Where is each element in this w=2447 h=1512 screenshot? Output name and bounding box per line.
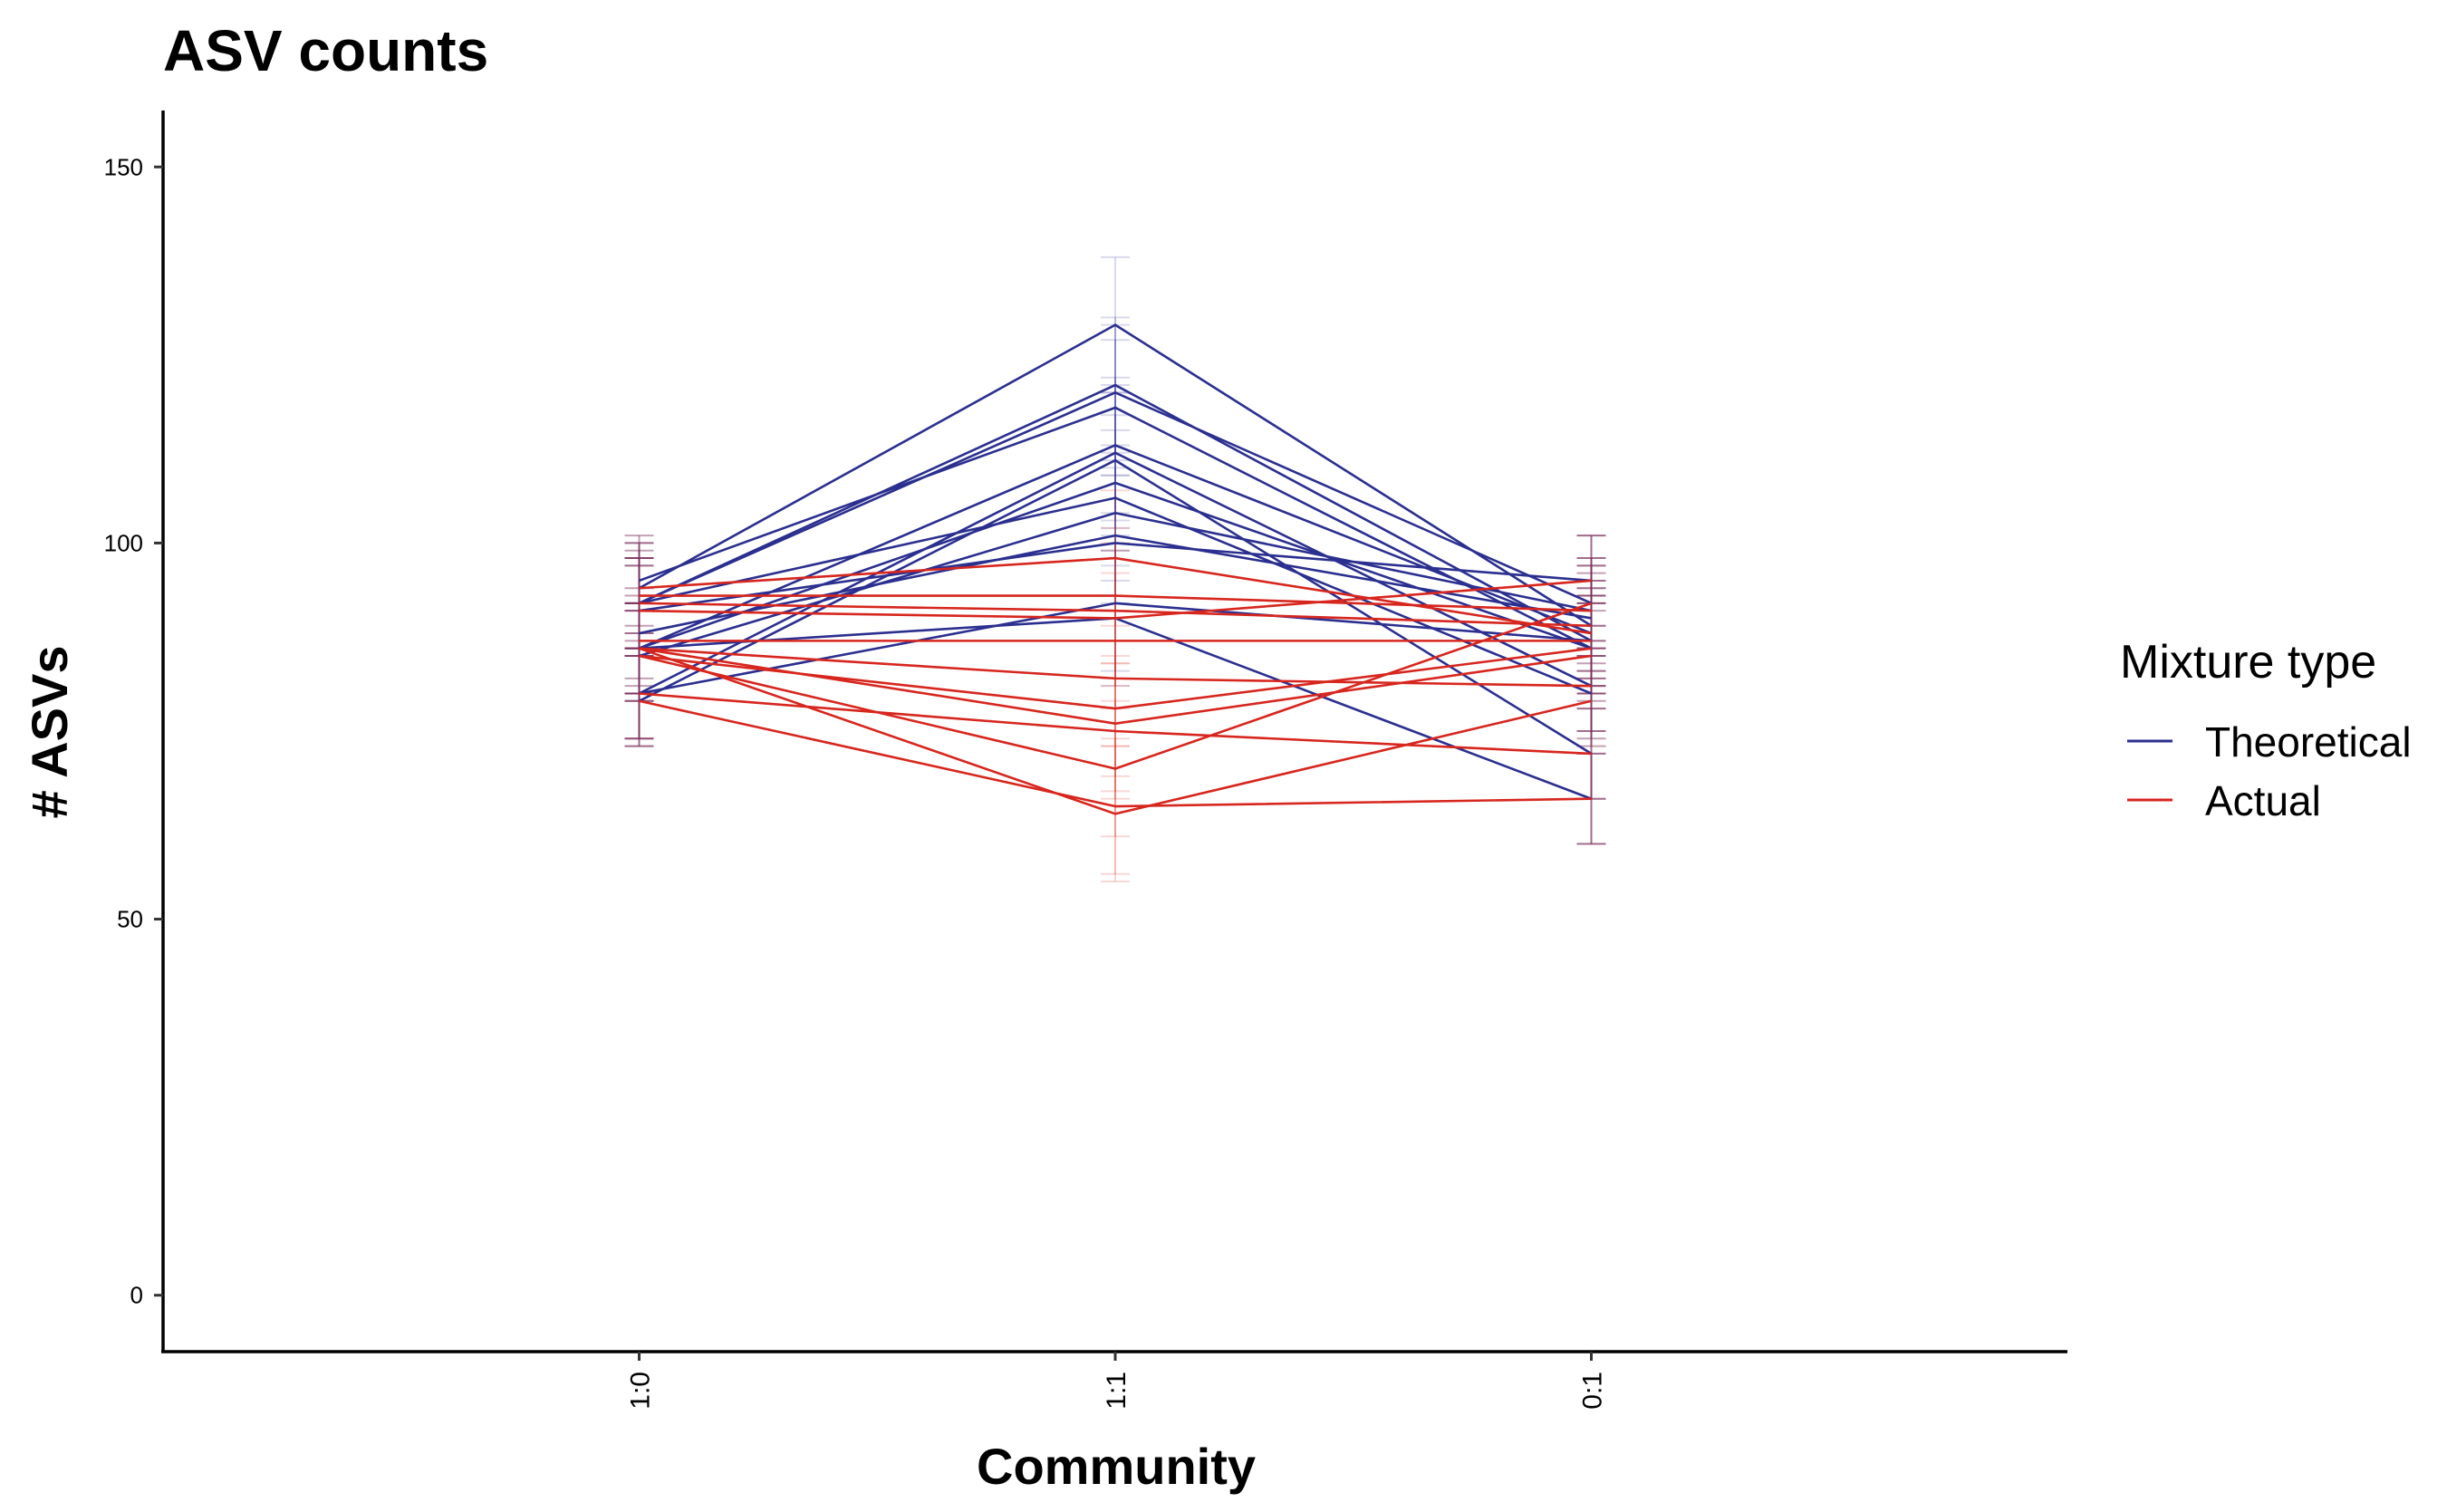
series-line-theoretical (638, 458, 1593, 756)
legend: Mixture type Theoretical Actual (2120, 636, 2412, 824)
x-tick-label: 0:1 (1578, 1372, 1608, 1410)
y-tick-label: 150 (104, 153, 143, 180)
series-line-theoretical (638, 391, 1593, 605)
series-line-actual (639, 602, 1592, 770)
y-tick-label: 100 (104, 529, 143, 556)
chart-title: ASV counts (163, 18, 488, 83)
legend-label-theoretical: Theoretical (2205, 718, 2412, 766)
series-line-theoretical (638, 323, 1593, 627)
plot-area (624, 255, 1606, 883)
x-tick-label: 1:1 (1102, 1372, 1132, 1410)
series-line-theoretical (639, 511, 1592, 658)
series-line-theoretical (638, 444, 1592, 650)
series-line-theoretical (639, 534, 1592, 635)
legend-title: Mixture type (2120, 636, 2376, 689)
series-line-actual (639, 692, 1592, 756)
series-lines (638, 323, 1593, 815)
series-line-actual (639, 556, 1592, 635)
y-tick-label: 50 (117, 906, 143, 933)
x-tick-label: 1:0 (626, 1372, 656, 1410)
legend-label-actual: Actual (2205, 777, 2321, 824)
x-axis-ticks: 1:0 1:1 0:1 (626, 1352, 1608, 1410)
series-line-theoretical (638, 383, 1593, 642)
y-tick-label: 0 (130, 1282, 143, 1309)
series-line-actual (639, 594, 1592, 612)
series-line-actual (639, 699, 1592, 808)
x-axis-title: Community (977, 1438, 1256, 1495)
y-axis-title: # ASVs (21, 646, 78, 819)
series-line-actual (639, 647, 1592, 815)
series-line-theoretical (639, 542, 1592, 612)
series-line-theoretical (639, 602, 1592, 695)
series-line-actual (639, 647, 1592, 725)
series-line-actual (639, 647, 1592, 688)
series-line-actual (639, 602, 1592, 628)
series-line-actual (639, 579, 1592, 620)
y-axis-ticks: 0 50 100 150 (104, 153, 163, 1309)
